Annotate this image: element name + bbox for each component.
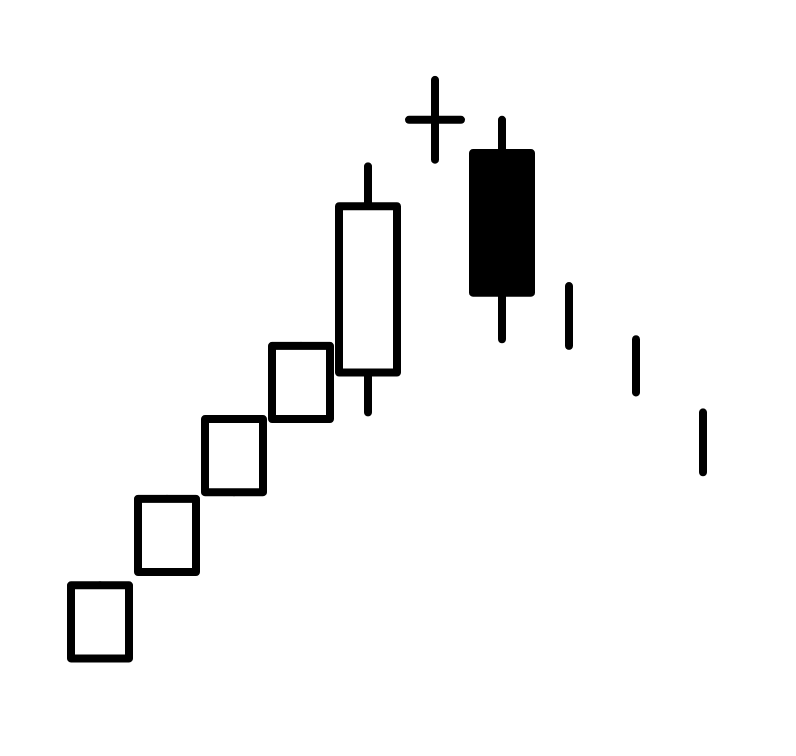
candle-body-hollow	[335, 202, 401, 377]
candle-body-hollow	[268, 341, 334, 424]
candle-body-filled	[469, 149, 535, 297]
candle-body-hollow	[67, 581, 133, 663]
candle-4	[268, 341, 334, 424]
candle-body-hollow	[201, 415, 267, 497]
candle-7	[469, 115, 535, 344]
candle-5	[335, 162, 401, 417]
candle-6	[405, 75, 465, 164]
candle-2	[134, 494, 200, 577]
candle-3	[201, 415, 267, 497]
candles-group	[67, 75, 707, 663]
candle-1	[67, 581, 133, 663]
candle-body-hollow	[134, 494, 200, 577]
